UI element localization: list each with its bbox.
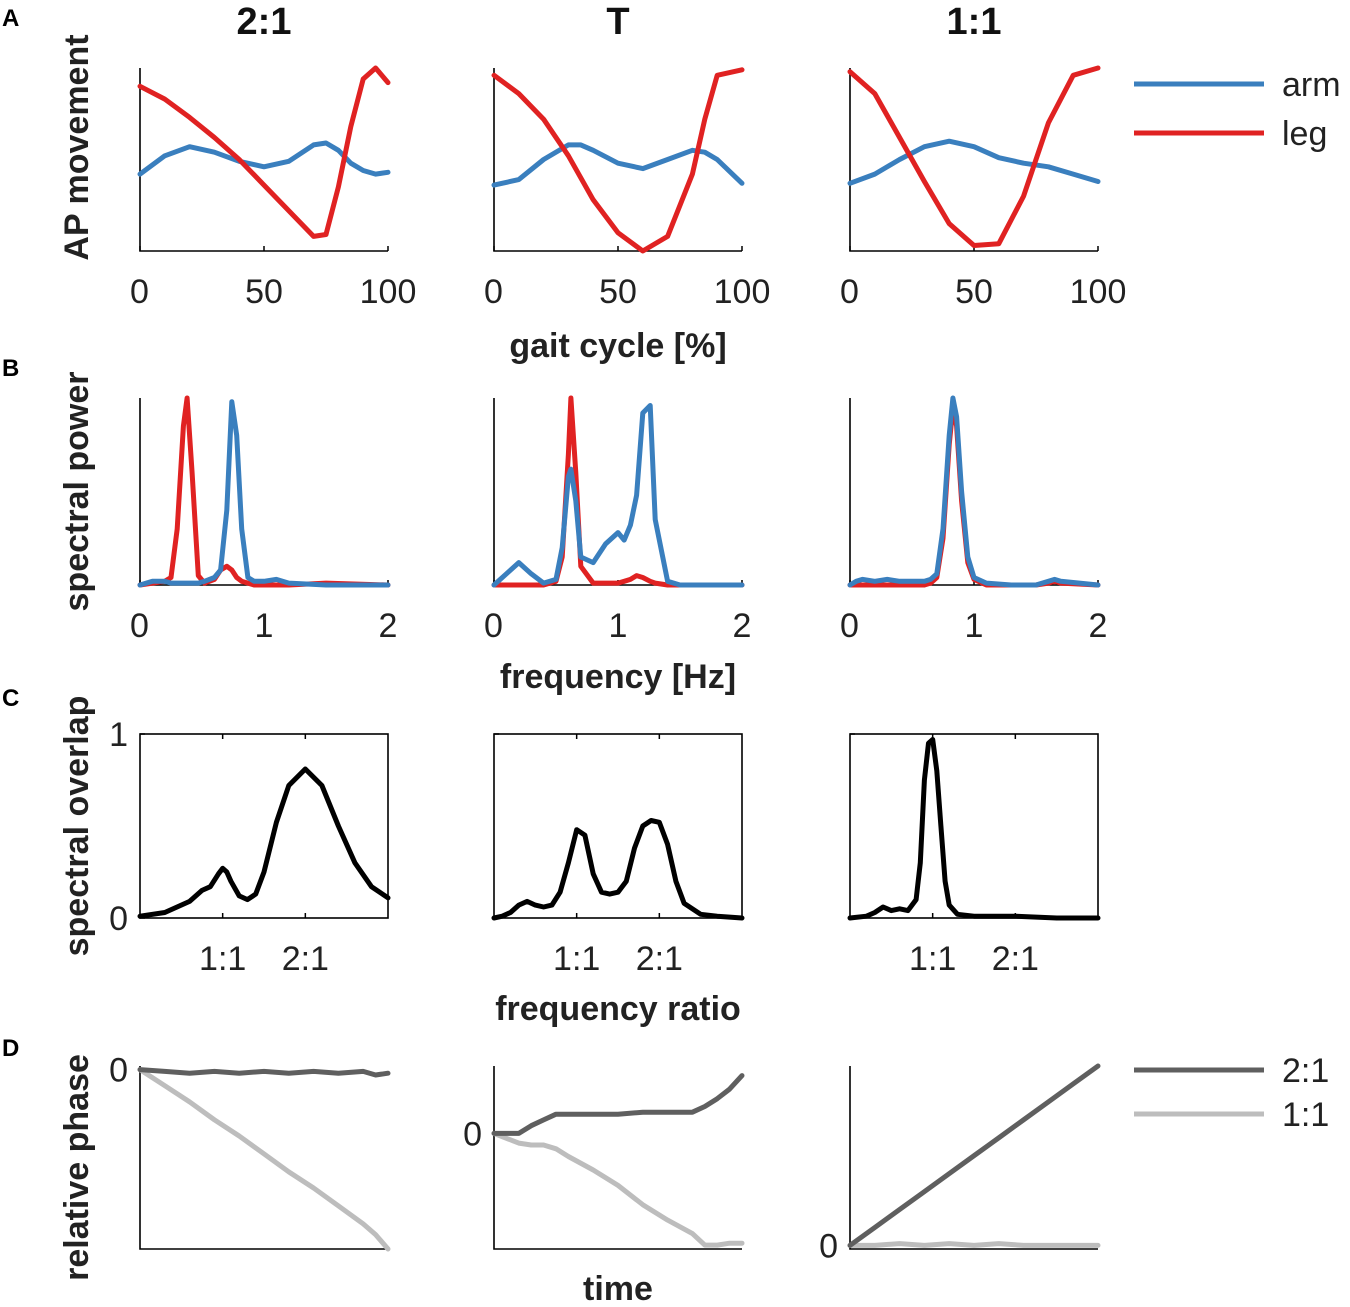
subplot-B-2 [847, 395, 1101, 588]
axes-lines [849, 398, 1098, 586]
subplot-A-1 [491, 67, 745, 254]
xtick-label: 2 [1089, 607, 1108, 645]
series-leg [137, 65, 391, 239]
subplot-C-1 [491, 733, 745, 921]
axes-box [849, 733, 1099, 919]
legend-label: arm [1282, 66, 1341, 104]
xtick-label: 1:1 [199, 940, 246, 978]
ytick-label: 0 [109, 900, 128, 938]
series-arm [847, 138, 1101, 186]
ytick-label: 1 [109, 716, 128, 754]
column-title-0: 2:1 [237, 1, 292, 43]
series-arm [847, 395, 1101, 588]
panel-letter-B: B [2, 355, 19, 382]
xlabel-B: frequency [Hz] [500, 658, 736, 696]
legend-D [1134, 1067, 1264, 1117]
subplot-D-2 [847, 1063, 1101, 1250]
xtick-label: 1:1 [909, 940, 956, 978]
axes-lines [493, 68, 742, 252]
xtick-label: 50 [955, 273, 993, 311]
subplot-B-0 [137, 395, 391, 588]
series-leg [137, 395, 391, 588]
legend-A [1134, 81, 1264, 136]
xtick-label: 1 [965, 607, 984, 645]
xtick-label: 50 [599, 273, 637, 311]
xtick-label: 2 [733, 607, 752, 645]
subplot-A-2 [847, 65, 1101, 252]
series-arm [137, 399, 391, 588]
series-1-1 [491, 1130, 745, 1248]
xlabel-C: frequency ratio [495, 990, 741, 1028]
legend-label: leg [1282, 115, 1327, 153]
ytick-label-zero: 0 [819, 1227, 838, 1265]
series-arm [491, 142, 745, 188]
axes-box [493, 733, 743, 919]
series-overlap [491, 818, 745, 921]
subplot-B-1 [491, 395, 745, 588]
axes-lines [139, 1066, 388, 1250]
xtick-label: 1:1 [553, 940, 600, 978]
subplot-C-2 [847, 733, 1101, 921]
subplot-C-0 [137, 733, 391, 919]
series-2-1 [137, 1067, 391, 1078]
xlabel-D: time [583, 1270, 653, 1307]
subplot-D-0 [137, 1066, 391, 1252]
xtick-label: 2 [379, 607, 398, 645]
xtick-label: 0 [840, 607, 859, 645]
subplot-A-0 [137, 65, 391, 252]
ytick-label-zero: 0 [463, 1115, 482, 1153]
xtick-label: 0 [840, 273, 859, 311]
column-title-2: 1:1 [947, 1, 1002, 43]
panel-letter-D: D [2, 1035, 19, 1062]
xtick-label: 0 [130, 607, 149, 645]
axes-lines [849, 1066, 1098, 1250]
xtick-label: 0 [484, 273, 503, 311]
panel-letter-C: C [2, 685, 19, 712]
xtick-label: 2:1 [636, 940, 683, 978]
xtick-label: 2:1 [282, 940, 329, 978]
xtick-label: 100 [360, 273, 417, 311]
ylabel-D: relative phase [58, 1054, 96, 1281]
xlabel-A: gait cycle [%] [509, 327, 726, 365]
legend-label: 1:1 [1282, 1096, 1329, 1134]
axes-box [139, 733, 389, 919]
legend-label: 2:1 [1282, 1052, 1329, 1090]
series-arm [491, 403, 745, 588]
axes-lines [493, 1066, 742, 1250]
series-leg [491, 67, 745, 254]
xtick-label: 0 [130, 273, 149, 311]
series-leg [491, 395, 745, 588]
xtick-label: 1 [609, 607, 628, 645]
column-title-1: T [606, 1, 629, 43]
axes-lines [493, 398, 742, 586]
subplot-D-1 [491, 1066, 745, 1250]
ylabel-A: AP movement [58, 34, 96, 260]
ylabel-B: spectral power [58, 372, 96, 612]
xtick-label: 1 [255, 607, 274, 645]
series-leg [847, 404, 1101, 588]
panel-letter-A: A [2, 5, 19, 32]
series-overlap [137, 766, 391, 919]
xtick-label: 2:1 [992, 940, 1039, 978]
series-2-1 [491, 1073, 745, 1136]
ytick-label-zero: 0 [109, 1052, 128, 1090]
series-arm [137, 140, 391, 177]
ylabel-C: spectral overlap [58, 696, 96, 957]
series-leg [847, 65, 1101, 248]
xtick-label: 100 [714, 273, 771, 311]
xtick-label: 100 [1070, 273, 1127, 311]
series-overlap [847, 737, 1101, 921]
series-2-1 [847, 1063, 1101, 1248]
series-1-1 [847, 1241, 1101, 1248]
axes-lines [139, 68, 388, 252]
xtick-label: 0 [484, 607, 503, 645]
xtick-label: 50 [245, 273, 283, 311]
series-1-1 [137, 1067, 391, 1252]
